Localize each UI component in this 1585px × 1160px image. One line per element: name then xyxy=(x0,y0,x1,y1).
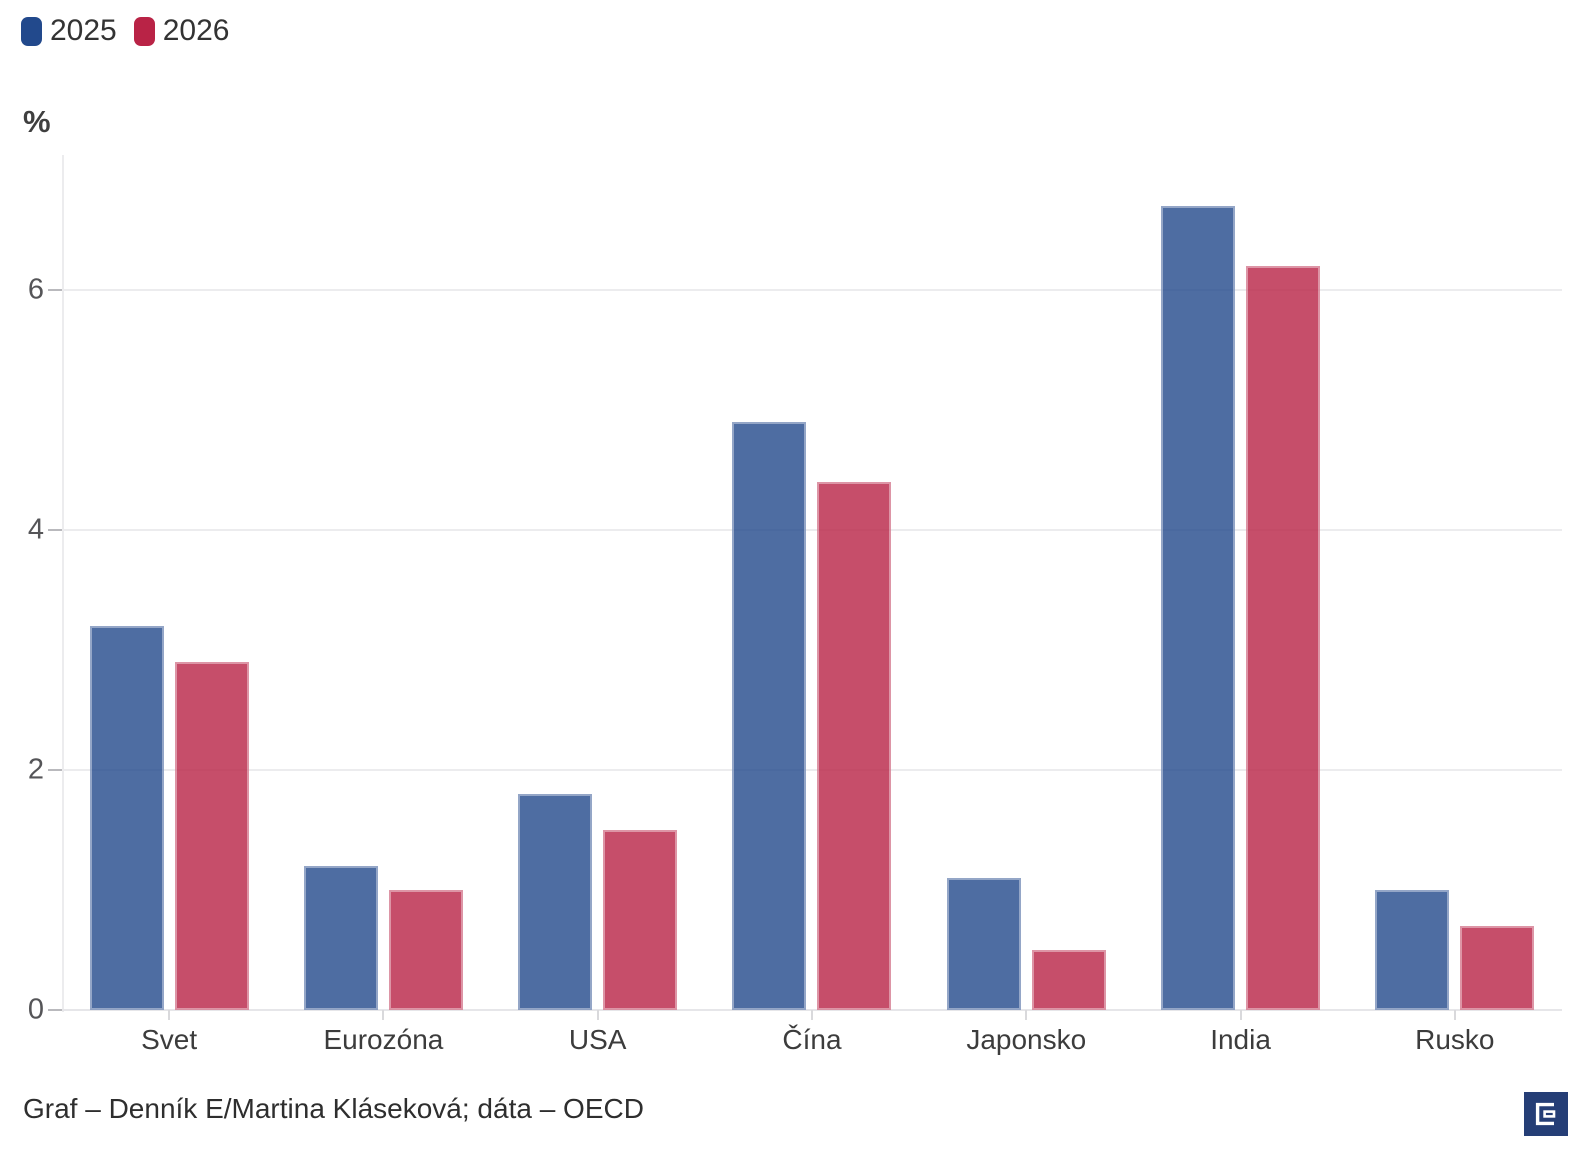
x-tick-mark-Čína xyxy=(811,1010,813,1020)
legend-item-2026: 2026 xyxy=(133,14,230,48)
y-tick-label: 4 xyxy=(27,513,44,546)
y-tick-mark-2 xyxy=(48,769,62,771)
bar-Čína-2026[interactable] xyxy=(817,482,892,1010)
bar-group-Rusko xyxy=(1348,155,1562,1010)
bar-USA-2025[interactable] xyxy=(518,794,593,1010)
plot-area: 0 2 4 6 xyxy=(28,155,1562,1026)
x-axis-label-Rusko: Rusko xyxy=(1415,1024,1495,1055)
legend-item-2025: 2025 xyxy=(21,14,117,48)
y-axis-unit-label: % xyxy=(23,104,51,139)
x-tick-mark-India xyxy=(1239,1010,1242,1020)
x-axis-label-Japonsko: Japonsko xyxy=(966,1024,1087,1055)
legend-label: 2025 xyxy=(50,14,117,47)
x-axis-label-Eurozóna: Eurozóna xyxy=(323,1024,444,1055)
chart-credit: Graf – Denník E/Martina Kláseková; dáta … xyxy=(23,1093,644,1124)
bar-group-Eurozóna xyxy=(276,155,490,1010)
x-axis-label-Svet: Svet xyxy=(141,1024,198,1055)
bar-group-Svet xyxy=(62,155,276,1010)
legend-label: 2026 xyxy=(162,14,230,47)
x-tick-mark-Eurozóna xyxy=(382,1010,385,1020)
y-axis-line xyxy=(62,155,64,1012)
x-axis-label-USA: USA xyxy=(568,1024,627,1055)
y-tick-label: 0 xyxy=(27,993,44,1026)
y-tick-mark-4 xyxy=(48,529,62,531)
x-tick-mark-Japonsko xyxy=(1025,1010,1028,1020)
x-tick-mark-USA xyxy=(596,1010,599,1020)
gridline-2 xyxy=(62,769,1562,771)
bar-Japonsko-2025[interactable] xyxy=(946,878,1021,1010)
x-tick-mark-Svet xyxy=(168,1010,171,1020)
legend-swatch-2025 xyxy=(21,16,42,46)
x-axis-label-India: India xyxy=(1210,1024,1271,1055)
bar-Eurozóna-2026[interactable] xyxy=(388,890,463,1010)
bar-India-2025[interactable] xyxy=(1161,206,1236,1010)
bar-Japonsko-2026[interactable] xyxy=(1031,950,1106,1010)
bar-USA-2026[interactable] xyxy=(603,830,678,1010)
y-tick-mark-6 xyxy=(48,289,62,291)
x-tick-mark-Rusko xyxy=(1453,1010,1456,1020)
y-tick-label: 2 xyxy=(27,753,44,786)
bar-India-2026[interactable] xyxy=(1246,266,1321,1010)
y-tick-label: 6 xyxy=(27,273,44,306)
legend-swatch-2026 xyxy=(133,16,155,46)
dennik-e-logo-icon xyxy=(1524,1092,1568,1136)
bar-Rusko-2026[interactable] xyxy=(1460,926,1535,1010)
x-axis-label-Čína: Čína xyxy=(782,1024,842,1055)
bar-Svet-2026[interactable] xyxy=(174,662,249,1010)
bar-group-Čína xyxy=(705,155,919,1010)
bar-group-Japonsko xyxy=(919,155,1133,1010)
legend: 2025 2026 xyxy=(21,14,230,48)
bar-group-USA xyxy=(491,155,705,1010)
bar-Rusko-2025[interactable] xyxy=(1375,890,1450,1010)
bar-group-India xyxy=(1133,155,1347,1010)
x-axis-labels: Svet Eurozóna USA Čína Japonsko India Rusko xyxy=(62,1024,1562,1056)
gridline-4 xyxy=(62,529,1562,531)
bar-Eurozóna-2025[interactable] xyxy=(303,866,378,1010)
bar-Svet-2025[interactable] xyxy=(89,626,164,1010)
bar-Čína-2025[interactable] xyxy=(732,422,807,1010)
y-tick-mark-0 xyxy=(48,1009,62,1011)
bar-series xyxy=(62,155,1562,1010)
gridline-6 xyxy=(62,289,1562,291)
dennik-e-logo xyxy=(1524,1092,1568,1136)
